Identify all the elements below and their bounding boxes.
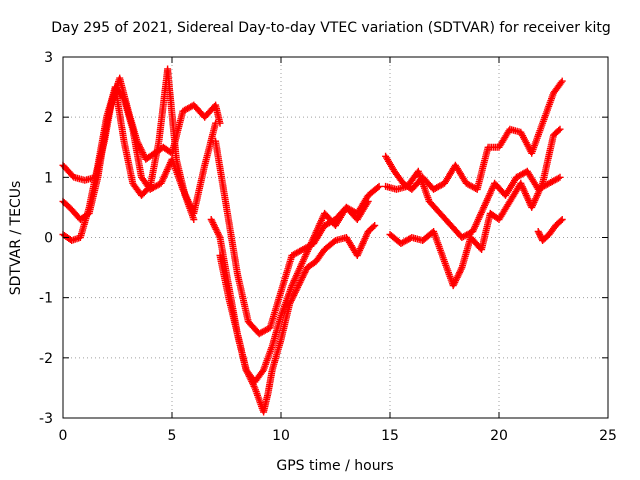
data-point bbox=[330, 238, 338, 246]
data-point bbox=[555, 126, 563, 134]
y-tick-label: 1 bbox=[44, 170, 53, 186]
data-point bbox=[300, 270, 308, 278]
data-point bbox=[374, 184, 382, 191]
data-point bbox=[558, 77, 566, 85]
data-point bbox=[456, 269, 464, 276]
data-point bbox=[556, 125, 564, 133]
data-point bbox=[557, 217, 565, 225]
data-point bbox=[556, 173, 564, 181]
data-point bbox=[287, 298, 294, 306]
y-tick-label: -3 bbox=[39, 411, 53, 427]
data-point bbox=[449, 282, 457, 290]
data-point bbox=[291, 288, 299, 296]
data-point bbox=[453, 273, 461, 281]
x-tick-label: 25 bbox=[599, 428, 617, 444]
data-point bbox=[243, 368, 251, 375]
data-point bbox=[207, 216, 215, 223]
data-point bbox=[298, 273, 306, 281]
x-tick-label: 5 bbox=[168, 428, 177, 444]
data-point bbox=[294, 282, 302, 290]
data-point bbox=[291, 290, 298, 298]
y-tick-label: 0 bbox=[44, 231, 53, 247]
series-late-upper bbox=[382, 77, 566, 193]
series-arc-lower bbox=[59, 65, 198, 244]
series-dip-middle bbox=[207, 197, 372, 386]
y-tick-label: 2 bbox=[44, 110, 53, 126]
series-late-tail bbox=[534, 216, 566, 244]
data-point bbox=[250, 382, 258, 390]
data-point bbox=[215, 232, 223, 240]
data-point bbox=[190, 216, 198, 223]
data-point bbox=[557, 79, 565, 87]
data-point bbox=[287, 296, 295, 304]
data-points bbox=[59, 65, 566, 416]
data-point bbox=[369, 223, 377, 231]
x-tick-label: 0 bbox=[59, 428, 68, 444]
data-point bbox=[452, 277, 460, 285]
data-point bbox=[295, 280, 303, 288]
data-point bbox=[248, 377, 256, 385]
x-tick-label: 15 bbox=[381, 428, 399, 444]
data-point bbox=[245, 371, 252, 379]
data-point bbox=[363, 199, 371, 207]
data-point bbox=[558, 216, 566, 223]
series-late-lower bbox=[386, 125, 564, 290]
chart-title: Day 295 of 2021, Sidereal Day-to-day VTE… bbox=[51, 20, 611, 36]
x-tick-label: 20 bbox=[490, 428, 508, 444]
data-point bbox=[140, 150, 147, 158]
series-dip-upper bbox=[212, 137, 383, 338]
data-point bbox=[371, 222, 379, 229]
data-point bbox=[211, 224, 219, 232]
data-point bbox=[375, 182, 383, 190]
data-point bbox=[364, 197, 372, 205]
data-point bbox=[301, 269, 309, 276]
data-point bbox=[457, 265, 465, 273]
x-axis-label: GPS time / hours bbox=[276, 458, 393, 474]
data-point bbox=[450, 280, 458, 288]
data-point bbox=[242, 366, 250, 374]
data-point bbox=[138, 147, 146, 155]
y-tick-label: 3 bbox=[44, 50, 53, 66]
axis-ticks: 0 5 10 15 20 25 -3 -2 -1 0 1 2 3 bbox=[39, 50, 617, 444]
data-point bbox=[455, 270, 463, 278]
x-tick-label: 10 bbox=[272, 428, 290, 444]
data-point bbox=[208, 217, 216, 225]
data-point bbox=[212, 225, 220, 233]
y-axis-label: SDTVAR / TECUs bbox=[8, 181, 24, 296]
data-point bbox=[246, 374, 254, 382]
data-point bbox=[210, 220, 218, 228]
data-point bbox=[145, 184, 153, 192]
data-point bbox=[212, 119, 220, 127]
data-point bbox=[297, 277, 305, 285]
y-tick-label: -2 bbox=[39, 351, 53, 367]
y-tick-label: -1 bbox=[39, 291, 53, 307]
data-point bbox=[555, 174, 562, 182]
data-point bbox=[214, 229, 222, 237]
series-dip-lower bbox=[216, 222, 379, 416]
data-point bbox=[289, 293, 297, 301]
data-point bbox=[249, 379, 256, 387]
